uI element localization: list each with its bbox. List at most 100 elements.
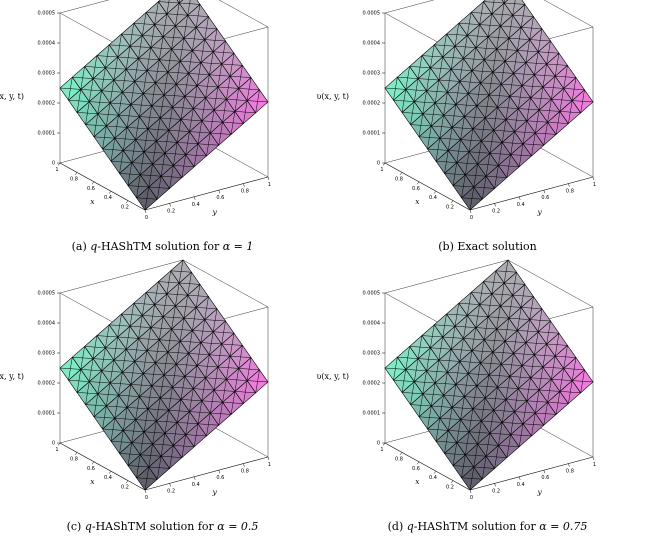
x-tick-mark [91, 461, 95, 465]
box-edge [507, 259, 594, 308]
mesh-diagonal [154, 304, 176, 307]
x-tick-label: 1 [55, 167, 58, 173]
y-tick-label: 0.2 [492, 488, 500, 494]
mesh-diagonal [384, 367, 406, 370]
mesh-diagonal [140, 454, 162, 457]
mesh-diagonal [477, 443, 499, 446]
mesh-diagonal [175, 25, 197, 28]
mesh-diagonal [460, 139, 482, 142]
z-tick-label: 0.0001 [363, 411, 381, 417]
mesh-diagonal [119, 173, 141, 176]
x-tick-mark [108, 191, 112, 194]
mesh-diagonal [110, 382, 131, 385]
box-edge [182, 259, 269, 308]
y-tick-mark [193, 476, 196, 480]
mesh-diagonal [493, 129, 515, 132]
mesh-diagonal [442, 336, 464, 339]
x-tick-mark [125, 480, 129, 484]
mesh-diagonal [76, 112, 98, 115]
mesh-diagonal [96, 335, 118, 338]
mesh-diagonal [96, 55, 118, 58]
mesh-diagonal [158, 281, 180, 284]
mesh-diagonal [201, 400, 223, 403]
mesh-diagonal [197, 365, 218, 368]
mesh-diagonal [196, 307, 218, 310]
mesh-diagonal [431, 125, 453, 128]
z-axis-label: υ(x, y, t) [317, 372, 349, 381]
mesh-diagonal [156, 420, 178, 423]
mesh-diagonal [471, 350, 493, 353]
x-tick-label: 0.6 [412, 466, 420, 472]
mesh-diagonal [517, 50, 539, 53]
mesh-diagonal [205, 97, 227, 100]
x-tick-mark [399, 172, 403, 176]
mesh-diagonal [160, 117, 182, 120]
mesh-diagonal [105, 347, 127, 350]
mesh-diagonal [502, 142, 524, 145]
mesh-diagonal [171, 48, 193, 51]
mesh-diagonal [161, 175, 182, 178]
mesh-diagonal [479, 304, 501, 307]
y-axis-label: y [212, 208, 218, 217]
mesh-diagonal [505, 119, 527, 122]
mesh-diagonal [405, 89, 427, 92]
mesh-diagonal [151, 385, 173, 388]
mesh-diagonal [522, 423, 544, 426]
mesh-diagonal [491, 293, 513, 296]
mesh-diagonal [193, 388, 215, 391]
mesh-diagonal [471, 292, 492, 295]
mesh-diagonal [496, 48, 518, 51]
mesh-diagonal [146, 12, 167, 15]
x-tick-label: 0.2 [446, 485, 454, 491]
mesh-diagonal [187, 294, 209, 297]
mesh-diagonal [452, 127, 473, 130]
caption-var: q [406, 520, 414, 533]
z-tick-label: 0.0003 [363, 71, 381, 77]
z-tick-label: 0 [377, 441, 380, 447]
mesh-diagonal [510, 154, 532, 157]
plot-group: 0 0.0001 0.0002 0.0003 0.0004 0.0005 1 0.8 0.6 0.… [317, 259, 596, 501]
mesh-diagonal [469, 151, 490, 154]
mesh-diagonal [204, 39, 226, 42]
mesh-diagonal [122, 91, 144, 94]
box-edge [218, 0, 269, 28]
caption-prefix: (b) Exact solution [438, 240, 537, 253]
y-tick-mark [543, 470, 546, 474]
mesh-diagonal [535, 132, 557, 135]
mesh-diagonal [176, 363, 198, 366]
mesh-diagonal [140, 174, 162, 177]
y-axis-label: y [212, 488, 218, 497]
x-tick-mark [399, 452, 403, 456]
y-tick-mark [469, 489, 472, 494]
mesh-diagonal [480, 82, 502, 85]
mesh-diagonal [505, 399, 527, 402]
mesh-diagonal [483, 1, 505, 4]
mesh-diagonal [488, 316, 509, 319]
z-tick-label: 0 [52, 441, 55, 447]
mesh-diagonal [522, 365, 543, 368]
mesh-diagonal [397, 356, 419, 359]
mesh-diagonal [505, 60, 526, 63]
mesh-diagonal [180, 340, 201, 343]
mesh-diagonal [130, 104, 152, 107]
mesh-diagonal [155, 362, 177, 365]
mesh-diagonal [161, 455, 182, 458]
x-tick-label: 0.4 [104, 475, 112, 481]
mesh-diagonal [443, 114, 465, 117]
mesh-diagonal [473, 186, 495, 189]
mesh-diagonal [547, 121, 569, 124]
mesh-diagonal [114, 137, 136, 140]
mesh-diagonal [184, 96, 206, 99]
mesh-diagonal [409, 66, 431, 69]
mesh-diagonal [197, 423, 219, 426]
mesh-diagonal [502, 422, 524, 425]
mesh-diagonal [163, 94, 185, 97]
mesh-diagonal [546, 343, 568, 346]
caption-b: (b) Exact solution [325, 240, 650, 253]
z-axis-label: υ(x, y, t) [317, 92, 349, 101]
y-tick-label: 0 [145, 495, 148, 501]
mesh-diagonal [489, 152, 511, 155]
mesh-diagonal [481, 140, 503, 143]
z-tick-label: 0.0003 [363, 351, 381, 357]
mesh-diagonal [555, 355, 577, 358]
